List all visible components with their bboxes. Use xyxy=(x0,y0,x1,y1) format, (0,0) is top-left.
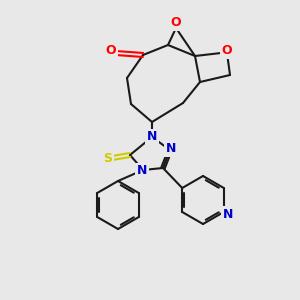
Text: N: N xyxy=(147,130,157,143)
Text: N: N xyxy=(137,164,147,178)
Text: O: O xyxy=(106,44,116,58)
Text: N: N xyxy=(166,142,176,155)
Text: O: O xyxy=(222,44,232,58)
Text: O: O xyxy=(171,16,181,29)
Text: S: S xyxy=(103,152,112,164)
Text: N: N xyxy=(223,208,233,220)
